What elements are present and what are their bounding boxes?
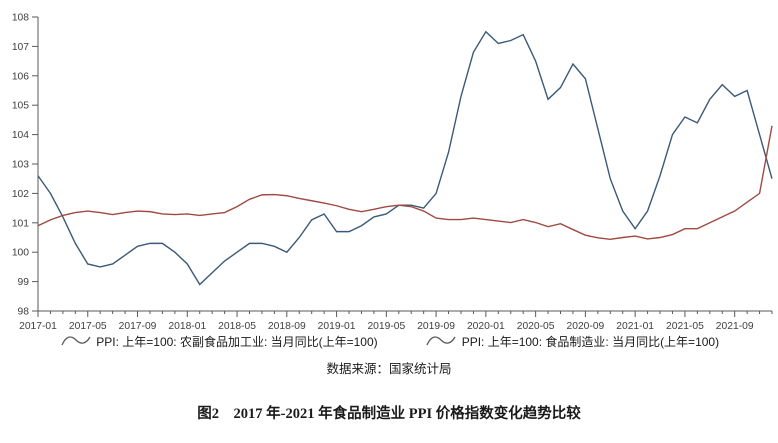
svg-text:2017-05: 2017-05: [69, 321, 107, 332]
svg-text:2020-01: 2020-01: [467, 321, 505, 332]
svg-text:102: 102: [12, 189, 29, 200]
svg-text:108: 108: [12, 13, 29, 24]
svg-text:2021-01: 2021-01: [616, 321, 654, 332]
svg-text:2019-05: 2019-05: [367, 321, 405, 332]
svg-text:2017-01: 2017-01: [19, 321, 57, 332]
svg-text:99: 99: [18, 277, 30, 288]
svg-text:101: 101: [12, 218, 29, 229]
svg-text:2018-05: 2018-05: [218, 321, 256, 332]
svg-text:2021-09: 2021-09: [716, 321, 754, 332]
svg-text:98: 98: [18, 307, 30, 318]
svg-text:106: 106: [12, 71, 29, 82]
svg-text:107: 107: [12, 42, 29, 53]
svg-text:2018-01: 2018-01: [168, 321, 206, 332]
svg-text:100: 100: [12, 248, 29, 259]
svg-text:2017-09: 2017-09: [119, 321, 157, 332]
svg-text:103: 103: [12, 160, 29, 171]
svg-text:2019-01: 2019-01: [318, 321, 356, 332]
svg-text:2021-05: 2021-05: [666, 321, 704, 332]
svg-text:105: 105: [12, 101, 29, 112]
svg-text:2018-09: 2018-09: [268, 321, 306, 332]
svg-text:104: 104: [12, 130, 29, 141]
svg-text:2020-05: 2020-05: [517, 321, 555, 332]
svg-text:2019-09: 2019-09: [417, 321, 455, 332]
svg-text:2020-09: 2020-09: [566, 321, 604, 332]
